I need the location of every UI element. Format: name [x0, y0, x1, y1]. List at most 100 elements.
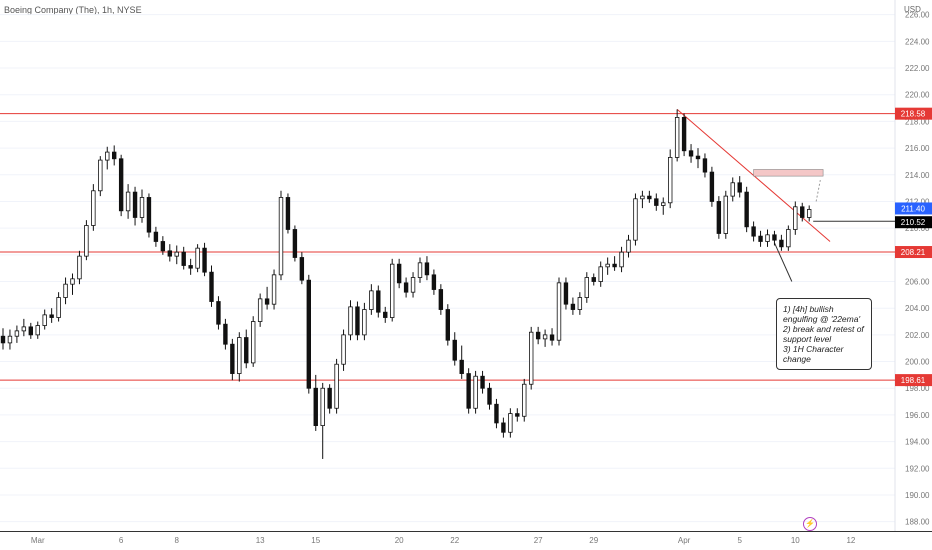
x-tick-label: 8: [175, 536, 180, 545]
candle-body: [49, 314, 54, 318]
candle-body: [688, 150, 694, 157]
candle-body: [424, 262, 430, 276]
candle-body: [772, 234, 777, 241]
candle-body: [21, 326, 27, 332]
candle-body: [237, 337, 242, 374]
candle-body: [35, 325, 40, 336]
candle-body: [341, 334, 346, 365]
candle-body: [244, 337, 249, 364]
candle-body: [285, 197, 291, 230]
candle-body: [556, 282, 562, 341]
lightning-icon[interactable]: ⚡: [803, 517, 817, 531]
candle-body: [744, 191, 749, 228]
candle-body: [250, 321, 256, 364]
annotation-pointer: [773, 242, 793, 282]
candle-body: [751, 226, 756, 237]
candle-body: [223, 323, 228, 345]
candle-body: [14, 330, 20, 337]
candle-body: [167, 250, 172, 257]
candle-body: [174, 251, 179, 257]
candle-body: [181, 251, 186, 266]
candle-body: [292, 229, 298, 258]
level-price-tag: [895, 246, 932, 259]
candle-body: [612, 263, 617, 268]
candle-body: [383, 311, 388, 318]
candle-body: [758, 235, 763, 242]
candle-body: [257, 298, 263, 322]
candle-body: [473, 375, 478, 409]
candle-body: [716, 201, 722, 234]
candle-body: [118, 158, 124, 212]
x-tick-label: 15: [311, 536, 320, 545]
candle-body: [396, 263, 402, 284]
target-arrow: [815, 180, 821, 202]
candle-body: [84, 225, 89, 257]
annotation-line-1: 1) [4h] bullish: [783, 304, 834, 314]
candle-body: [674, 117, 680, 158]
level-price-tag: [895, 374, 932, 387]
y-tick-label: 196.00: [905, 411, 930, 420]
x-tick-label: 22: [450, 536, 459, 545]
candle-body: [209, 271, 214, 302]
candle-body: [793, 206, 798, 230]
y-tick-label: 214.00: [905, 171, 930, 180]
x-tick-label: Apr: [678, 536, 691, 545]
candle-body: [355, 306, 360, 336]
current-price-label: 211.40: [901, 204, 925, 213]
candle-body: [348, 306, 353, 336]
x-tick-label: 5: [737, 536, 742, 545]
x-tick-label: 12: [846, 536, 855, 545]
candle-body: [77, 255, 82, 280]
candle-body: [313, 387, 318, 427]
annotation-line-5: 3) 1H Character: [783, 344, 844, 354]
candle-body: [431, 274, 437, 290]
candle-body: [459, 359, 464, 374]
candle-body: [139, 197, 145, 218]
trade-annotation[interactable]: 1) [4h] bullish engulfing @ '22ema' 2) b…: [776, 298, 872, 370]
candle-body: [800, 206, 805, 218]
candle-body: [681, 117, 687, 152]
candle-body: [146, 197, 152, 233]
x-tick-label: 10: [791, 536, 800, 545]
candle-body: [216, 301, 221, 325]
candle-body: [91, 190, 96, 226]
candle-body: [42, 314, 47, 326]
candle-body: [417, 262, 423, 278]
candle-body: [647, 195, 652, 200]
candle-body: [542, 334, 548, 340]
candle-body: [633, 198, 638, 241]
y-tick-label: 200.00: [905, 358, 930, 367]
candle-body: [563, 282, 569, 305]
current-price-tag: [895, 216, 932, 229]
annotation-line-2: engulfing @ '22ema': [783, 314, 861, 324]
candle-body: [487, 387, 492, 405]
candle-body: [70, 278, 75, 285]
current-price-tag: [895, 202, 932, 215]
candle-body: [438, 289, 444, 310]
candle-body: [0, 335, 6, 344]
candle-body: [202, 247, 207, 273]
candle-body: [584, 277, 589, 298]
candle-body: [723, 195, 728, 234]
candle-body: [570, 303, 576, 310]
y-tick-label: 222.00: [905, 64, 930, 73]
x-tick-label: 20: [395, 536, 404, 545]
x-tick-label: 6: [119, 536, 124, 545]
candle-body: [765, 234, 770, 242]
level-price-label: 198.61: [901, 376, 926, 385]
y-tick-label: 194.00: [905, 438, 930, 447]
candle-body: [535, 331, 541, 340]
x-tick-label: 27: [534, 536, 543, 545]
candle-body: [598, 266, 603, 282]
y-tick-label: 212.00: [905, 197, 930, 206]
candle-body: [549, 334, 555, 341]
candle-body: [410, 277, 416, 293]
candle-body: [278, 197, 284, 276]
y-tick-label: 216.00: [905, 144, 930, 153]
candle-body: [56, 297, 61, 318]
y-tick-label: 204.00: [905, 304, 930, 313]
candle-body: [786, 229, 791, 248]
y-tick-label: 190.00: [905, 491, 930, 500]
candle-body: [125, 191, 131, 212]
